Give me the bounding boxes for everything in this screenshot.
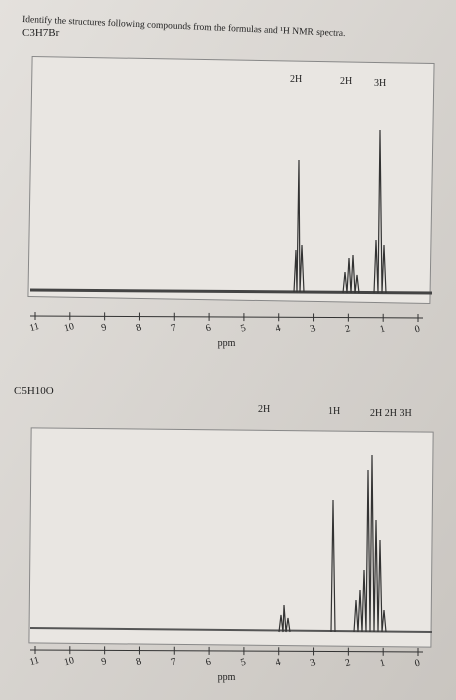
x-label: ppm [218,672,236,683]
axis-line [29,315,424,319]
tick-label: 1 [379,657,387,669]
tick-label: 2 [344,323,352,335]
tick-label: 8 [135,322,143,334]
integration: 2H 2H 3H [370,408,412,419]
peak [342,254,360,294]
tick-label: 9 [100,322,108,334]
formula: C5H10O [14,385,54,397]
tick-label: 1 [379,323,387,335]
formula: C3H7Br [22,27,60,39]
tick-label: 3 [309,657,317,669]
tick-label: 11 [28,321,40,334]
tick-label: 8 [135,656,143,668]
tick-label: 7 [170,656,178,668]
tick-label: 10 [63,321,76,334]
axis-line [29,649,424,653]
integration: 1H [328,406,340,417]
tick-label: 6 [205,323,213,335]
tick-label: 6 [205,657,213,669]
peak [353,454,387,633]
tick-label: 4 [274,657,282,669]
tick-label: 5 [239,323,247,335]
tick-label: 4 [274,323,282,335]
spectrum-frame [27,56,435,305]
tick-label: 3 [309,323,317,335]
peak [373,129,387,294]
peak [330,499,336,633]
baseline [29,627,433,633]
integration: 2H [290,74,302,85]
x-label: ppm [218,338,236,349]
tick-label: 2 [344,657,352,669]
peak [293,159,305,293]
tick-label: 7 [170,322,178,334]
tick-label: 11 [28,655,40,668]
integration: 2H [258,404,270,415]
integration: 3H [374,78,386,89]
tick-label: 10 [63,655,76,668]
baseline [29,288,433,295]
tick-label: 0 [414,324,422,336]
tick-label: 9 [100,656,108,668]
tick-label: 0 [414,658,422,670]
integration: 2H [340,76,352,87]
tick-label: 5 [239,657,247,669]
peak [278,604,291,633]
